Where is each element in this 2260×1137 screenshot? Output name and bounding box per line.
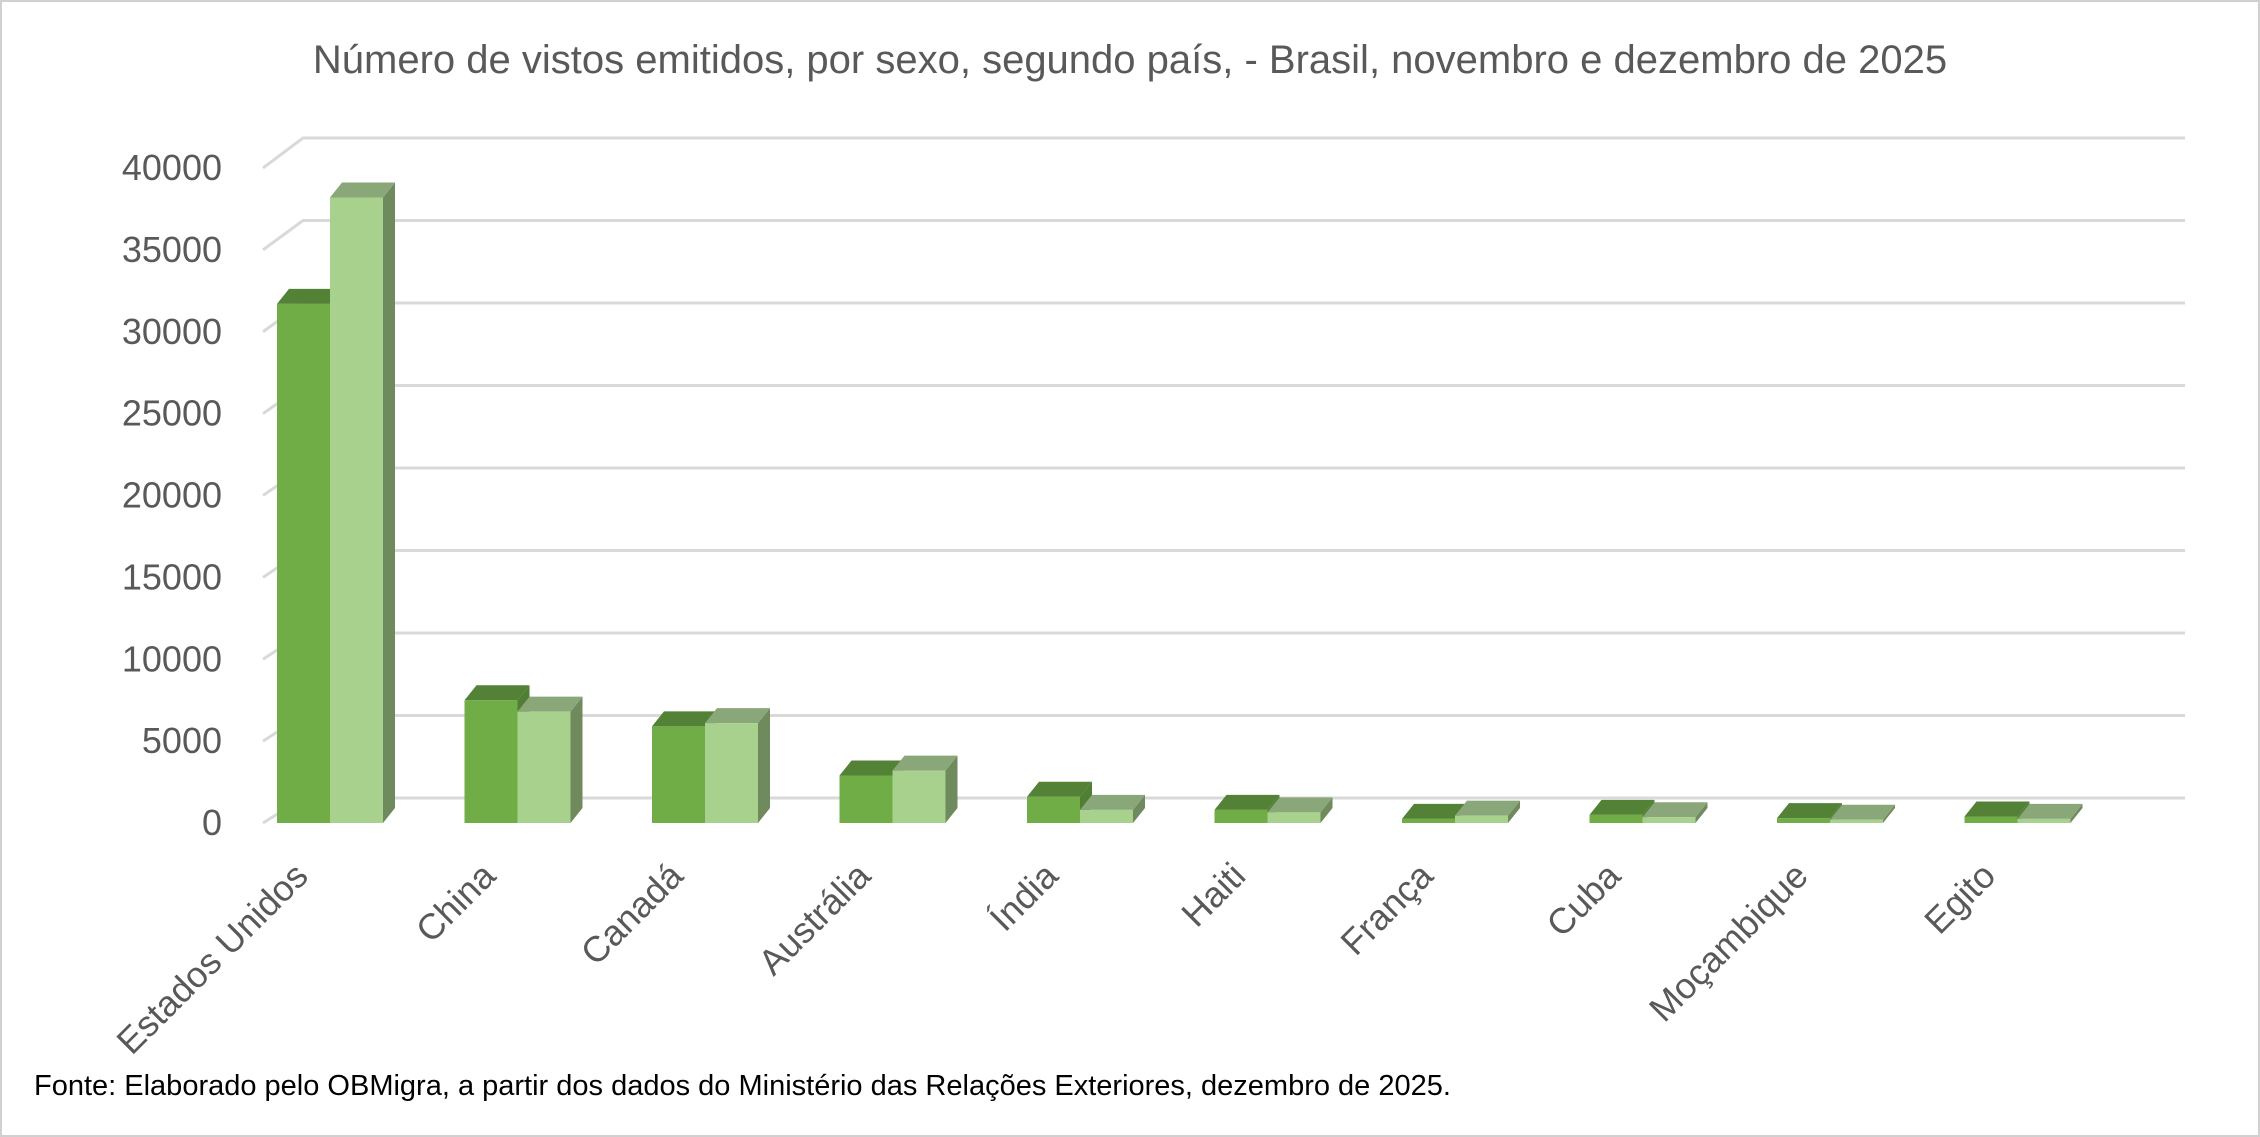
bar-side	[383, 182, 395, 824]
bars	[277, 182, 2083, 824]
y-tick-label: 10000	[122, 638, 222, 679]
bar-front	[1080, 809, 1133, 823]
bar	[1455, 800, 1520, 823]
x-tick-label: Canadá	[572, 854, 691, 973]
bar-front	[1964, 816, 2018, 823]
bar-front	[1402, 818, 1455, 823]
gridline	[262, 219, 2185, 252]
gridline	[262, 631, 2185, 661]
bar	[330, 182, 395, 824]
x-axis-ticks: Estados Unidos China Canadá Austrália Índia H…	[108, 854, 2003, 1062]
bar-top	[1830, 804, 1895, 820]
bar-front	[1267, 812, 1321, 823]
gridline	[262, 549, 2185, 579]
gridline	[262, 384, 2185, 415]
bar-front	[1589, 814, 1643, 823]
bar-front	[1830, 819, 1883, 823]
bar-top	[1402, 803, 1467, 819]
bar-side	[570, 696, 583, 823]
x-tick-label: França	[1332, 854, 1441, 963]
bar-top	[517, 696, 583, 712]
bar-top	[277, 288, 342, 304]
chart-title: Número de vistos emitidos, por sexo, seg…	[312, 38, 1948, 82]
bar-top	[464, 685, 530, 701]
bar-front	[1455, 815, 1508, 823]
bar-top	[1642, 802, 1708, 818]
bar-front	[330, 197, 383, 824]
x-tick-label: Haiti	[1173, 855, 1253, 935]
bar-top	[1027, 781, 1092, 797]
x-tick-label: Moçambique	[1641, 855, 1816, 1030]
y-tick-label: 0	[202, 802, 222, 843]
gridline	[262, 301, 2185, 333]
bar-top	[1589, 799, 1655, 815]
bar-top	[330, 182, 395, 198]
bar	[517, 696, 583, 823]
bar-side	[1508, 800, 1520, 823]
y-tick-label: 40000	[122, 147, 222, 188]
bar-front	[277, 303, 330, 824]
bar-top	[1964, 801, 2030, 817]
bar-front	[1642, 817, 1696, 823]
bar	[1267, 797, 1333, 823]
y-axis-ticks: 0 5000 10000 15000 20000 25000 30000 35000 40000	[122, 147, 222, 843]
bar-side	[1695, 802, 1708, 823]
x-tick-label: Índia	[981, 854, 1066, 939]
bar-side	[945, 755, 958, 823]
y-tick-label: 15000	[122, 556, 222, 597]
x-tick-label: Cuba	[1538, 854, 1629, 945]
bar-top	[652, 711, 717, 727]
bar-side	[1320, 797, 1333, 823]
y-tick-label: 25000	[122, 393, 222, 434]
bar-top	[1777, 803, 1842, 819]
bar-front	[2017, 818, 2071, 823]
gridline	[262, 466, 2185, 497]
source-note: Fonte: Elaborado pelo OBMigra, a partir …	[34, 1070, 1451, 1102]
bar-side	[1133, 794, 1145, 823]
bar-front	[517, 711, 571, 823]
bar-front	[892, 770, 946, 823]
bar-top	[1267, 797, 1333, 813]
bar	[705, 708, 770, 823]
bar-side	[2070, 803, 2083, 823]
bar-top	[2017, 803, 2083, 819]
bar-top	[1214, 794, 1280, 810]
y-tick-label: 35000	[122, 229, 222, 270]
bar-top	[705, 708, 770, 724]
x-tick-label: Austrália	[750, 854, 879, 983]
gridline	[262, 136, 2185, 170]
y-tick-label: 5000	[142, 720, 222, 761]
bar	[892, 755, 958, 823]
bar-top	[1080, 794, 1145, 810]
bar-front	[1214, 809, 1268, 823]
bar-top	[892, 755, 958, 771]
bar-front	[652, 726, 705, 823]
bar-front	[1027, 796, 1080, 823]
bar-side	[1883, 804, 1895, 823]
bar	[2017, 803, 2083, 823]
x-tick-label: Estados Unidos	[108, 855, 315, 1062]
y-tick-label: 20000	[122, 475, 222, 516]
bar	[1080, 794, 1145, 823]
y-tick-label: 30000	[122, 311, 222, 352]
bar-top	[839, 760, 905, 776]
x-tick-label: China	[408, 854, 504, 950]
bar-front	[464, 700, 518, 823]
bar	[1027, 781, 1092, 823]
bar-front	[839, 775, 893, 823]
bar-top	[1455, 800, 1520, 816]
bar	[1830, 804, 1895, 823]
bar-side	[758, 708, 770, 823]
bar	[1642, 802, 1708, 823]
bar-front	[1777, 818, 1830, 823]
bar-front	[705, 723, 758, 823]
x-tick-label: Egito	[1916, 855, 2003, 942]
